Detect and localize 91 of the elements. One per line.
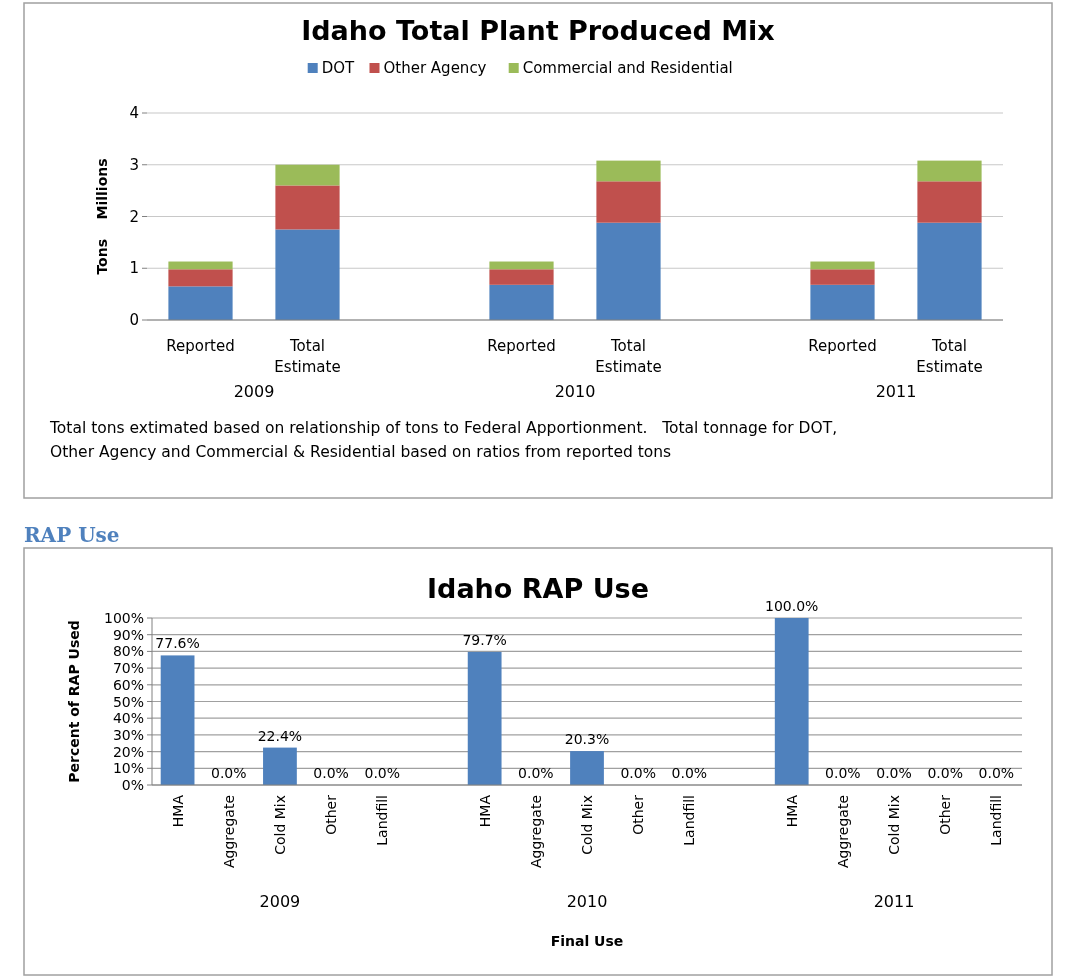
x-tick-label: Landfill <box>681 795 698 846</box>
y-tick-label: 90% <box>112 626 144 643</box>
data-label: 79.7% <box>462 631 507 648</box>
x-tick-label: Total Estimate <box>274 337 341 376</box>
x-tick-label: Landfill <box>374 795 391 846</box>
y-tick-label: 80% <box>112 643 144 660</box>
bar <box>168 286 233 320</box>
bar <box>917 222 982 320</box>
bar <box>275 185 340 230</box>
x-tick-label: Reported <box>808 337 877 355</box>
chart-title: Idaho RAP Use <box>427 573 649 604</box>
data-label: 0.0% <box>671 765 708 781</box>
y-axis-title: Percent of RAP Used <box>66 620 82 783</box>
y-tick-label: 20% <box>112 743 144 760</box>
y-tick-label: 100% <box>103 610 144 626</box>
bar <box>168 269 233 287</box>
x-tick-label: HMA <box>169 794 186 828</box>
bar <box>810 269 875 285</box>
x-tick-label: Other <box>323 794 340 835</box>
legend-label: Commercial and Residential <box>522 59 733 77</box>
x-tick-label: Total Estimate <box>916 337 983 376</box>
bar <box>810 261 875 270</box>
x-tick-label: Aggregate <box>834 795 851 868</box>
y-tick-label: 4 <box>129 104 139 122</box>
bar <box>917 181 982 223</box>
x-tick-label: Landfill <box>988 795 1005 846</box>
y-tick-label: 1 <box>129 259 139 278</box>
x-tick-label: Other <box>937 794 954 835</box>
chart-title: Idaho Total Plant Produced Mix <box>301 15 775 46</box>
bar <box>275 229 340 320</box>
y-tick-label: 0 <box>129 311 139 329</box>
y-tick-label: 50% <box>112 693 144 710</box>
data-label: 0.0% <box>978 765 1015 781</box>
x-tick-label: Cold Mix <box>271 795 288 855</box>
data-label: 0.0% <box>927 765 964 781</box>
bar <box>596 160 661 182</box>
bar <box>467 651 502 785</box>
y-tick-label: 3 <box>129 155 139 174</box>
y-tick-label: 30% <box>112 726 144 743</box>
bar <box>275 164 340 186</box>
x-tick-label: Cold Mix <box>579 795 595 855</box>
text: 2011 <box>875 382 917 401</box>
data-label: 0.0% <box>825 765 861 781</box>
y-tick-label: 10% <box>112 760 144 777</box>
text: Total tons extimated based on relationship of tons to Federal Apportionment. Total tonnage for DOT, Other Agency and Commercial & Residential based on ratios from reported tons <box>49 419 838 461</box>
bar <box>596 222 661 320</box>
x-tick-label: Aggregate <box>527 795 544 868</box>
legend-label: DOT <box>321 59 356 77</box>
bar <box>168 261 233 270</box>
y-axis-title: Tons Millions <box>94 158 110 275</box>
y-tick-label: 40% <box>112 710 144 727</box>
data-label: 0.0% <box>518 765 554 781</box>
x-tick-label: HMA <box>783 794 800 828</box>
data-label: 0.0% <box>210 765 247 781</box>
bar <box>489 269 554 285</box>
text: 2009 <box>233 382 275 401</box>
text: 2009 <box>259 892 301 911</box>
text: 2011 <box>873 892 915 911</box>
x-axis-title: Final Use <box>550 933 624 949</box>
y-tick-label: 60% <box>112 676 144 693</box>
text: 2010 <box>566 892 608 911</box>
x-tick-label: Aggregate <box>220 795 237 868</box>
x-tick-label: Reported <box>487 337 556 355</box>
x-tick-label: Cold Mix <box>886 795 903 855</box>
bar <box>263 747 297 785</box>
data-label: 0.0% <box>313 765 349 781</box>
x-tick-label: Other <box>630 794 647 835</box>
data-label: 100.0% <box>765 598 819 614</box>
chart-subtitle: RAP Use <box>24 523 120 547</box>
bar <box>774 618 809 785</box>
x-tick-label: HMA <box>476 794 493 828</box>
bar <box>917 160 982 182</box>
bar <box>596 181 661 223</box>
bar <box>570 751 604 785</box>
bar <box>160 655 195 785</box>
bar <box>489 261 554 270</box>
y-tick-label: 70% <box>112 660 144 677</box>
y-tick-label: 2 <box>129 207 139 226</box>
text: 2010 <box>554 382 596 401</box>
data-label: 77.6% <box>155 635 200 652</box>
x-tick-label: Reported <box>166 337 235 355</box>
y-tick-label: 0% <box>121 777 144 793</box>
data-label: 0.0% <box>620 765 656 781</box>
data-label: 0.0% <box>876 765 912 781</box>
x-tick-label: Total Estimate <box>595 337 662 376</box>
bar <box>489 284 554 320</box>
bar <box>810 284 875 320</box>
legend-label: Other Agency <box>383 59 487 77</box>
data-label: 22.4% <box>257 727 303 744</box>
data-label: 0.0% <box>364 765 401 781</box>
data-label: 20.3% <box>564 731 610 748</box>
